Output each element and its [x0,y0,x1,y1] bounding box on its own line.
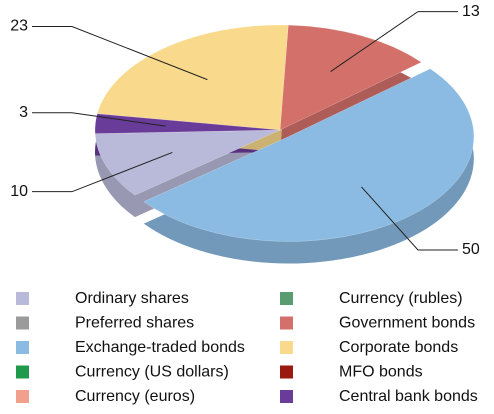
legend-label: Ordinary shares [75,290,189,307]
slice [279,24,422,131]
legend-label: Currency (rubles) [339,290,463,307]
legend-label: Preferred shares [75,315,194,332]
leader-line [32,26,208,81]
legend-swatch [16,316,29,330]
pie [94,24,475,264]
legend-swatch [16,292,29,305]
slice [96,24,289,131]
leader-line [32,112,166,127]
legend-swatch [16,390,29,403]
data-label: 23 [10,18,28,35]
leader-line [361,186,458,251]
legend-label: Central bank bonds [339,388,478,405]
legend-swatch [280,390,293,403]
data-label: 13 [462,3,480,20]
data-label: 3 [19,104,28,121]
leader-line [330,11,458,72]
legend-swatch [280,292,293,305]
legend-swatch [16,341,29,354]
slice [143,68,475,242]
legend-swatch [16,365,29,379]
legend-swatch [280,341,293,354]
data-label: 50 [462,241,480,258]
legend-label: MFO bonds [339,364,423,381]
legend-label: Government bonds [339,315,475,332]
slice [94,113,281,134]
leader-line [32,151,173,193]
slice [94,129,281,196]
legend-label: Exchange-traded bonds [75,339,245,356]
data-label: 10 [10,183,28,200]
legend-label: Currency (US dollars) [75,364,229,381]
legend-swatch [280,316,293,330]
legend-swatch [280,365,293,379]
legend-label: Currency (euros) [75,388,195,405]
legend-label: Corporate bonds [339,339,458,356]
